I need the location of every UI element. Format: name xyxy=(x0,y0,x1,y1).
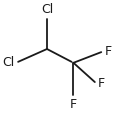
Text: F: F xyxy=(105,45,112,58)
Text: F: F xyxy=(98,77,105,90)
Text: F: F xyxy=(70,98,77,111)
Text: Cl: Cl xyxy=(3,56,15,69)
Text: Cl: Cl xyxy=(41,3,53,16)
